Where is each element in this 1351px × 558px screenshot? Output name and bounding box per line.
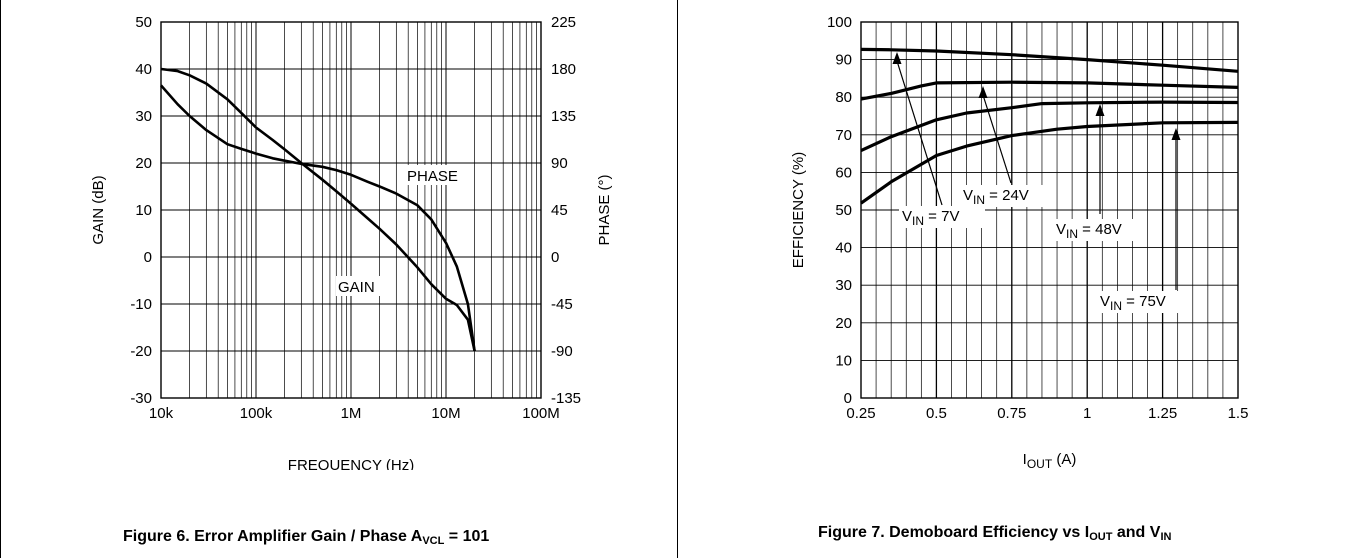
y-tick-label: -10 [130,296,152,313]
x-tick-label: 1.25 [1148,405,1177,422]
figure-7-title-mid: and V [1112,524,1161,541]
y-tick-label: 0 [144,249,152,266]
y-right-tick-label: 0 [551,249,559,266]
y-tick-label: 100 [827,14,852,31]
x-tick-label: 1 [1083,405,1091,422]
phase-curve-label: PHASE [407,168,458,185]
phase-curve [160,67,476,352]
y-tick-label: 20 [135,155,152,172]
figure-7-caption: Figure 7. Demoboard Efficiency vs IOUT a… [818,524,1171,543]
gain-label-bg [336,276,388,296]
y-tick-label: 30 [835,277,852,294]
y-tick-label: 30 [135,108,152,125]
y-tick-label: 80 [835,89,852,106]
annotation-arrow-head [1095,104,1105,116]
plot-frame [860,21,1239,399]
y-axis-label: GAIN (dB) [90,175,107,244]
figure-6-caption: Figure 6. Error Amplifier Gain / Phase A… [123,528,489,547]
efficiency-curve-3 [860,120,1239,205]
y-tick-label: 40 [835,240,852,257]
figure-7-title-sub2: IN [1160,531,1172,543]
gain-curve [160,84,476,352]
efficiency-curve-1 [860,80,1239,101]
gain-curve-label: GAIN [338,279,375,296]
y-right-tick-label: 135 [551,108,576,125]
x-tick-label: 100k [240,405,273,422]
figure-6-title-sub: VCL [422,535,445,547]
y-right-tick-label: 45 [551,202,568,219]
x-tick-label: 0.75 [997,405,1026,422]
y-right-tick-label: -45 [551,296,573,313]
annotation-arrow-head [892,52,902,64]
y-tick-label: 10 [835,352,852,369]
y-tick-label: 20 [835,315,852,332]
gain-phase-grid [161,22,541,398]
y-tick-label: -30 [130,390,152,407]
figure-6-title: Figure 6. Error Amplifier Gain / Phase A [123,528,423,545]
x-tick-label: 10k [149,405,174,422]
x-axis-label: IOUT (A) [1023,451,1077,471]
annotation-arrow-head [978,86,988,98]
y-right-tick-label: 225 [551,14,576,31]
y-tick-label: 50 [835,202,852,219]
figure-7-title-sub: OUT [1089,531,1113,543]
x-tick-label: 1.5 [1228,405,1249,422]
series-label: VIN = 7V [902,208,959,228]
phase-label-bg [405,165,473,185]
series-label-bg [1097,291,1183,313]
figure-6-panel: 10k 100k 1M 10M 100M 50 40 30 20 10 0 -10 -20 -30 225 1… [0,0,678,558]
x-axis-label: FREQUENCY (Hz) [288,457,414,470]
figure-6-title-tail: = 101 [444,528,490,545]
x-tick-label: 0.5 [926,405,947,422]
efficiency-curve-0 [860,47,1239,73]
x-tick-label: 100M [522,405,560,422]
gain-phase-chart: 10k 100k 1M 10M 100M 50 40 30 20 10 0 -10 -20 -30 225 1… [90,14,613,470]
annotation-arrow-line [982,94,1012,184]
x-tick-label: 10M [431,405,460,422]
annotation-arrow-head [1171,128,1181,140]
annotation-arrow-line [896,60,943,206]
y-tick-label: 50 [135,14,152,31]
series-label: VIN = 24V [963,187,1029,207]
y-tick-label: 60 [835,164,852,181]
plot-frame [160,21,542,399]
efficiency-chart: 0.25 0.5 0.75 1 1.25 1.5100908070605040302010… [790,14,1249,471]
series-label-bg [899,206,985,228]
series-label: VIN = 75V [1100,293,1166,313]
y-right-tick-label: 90 [551,155,568,172]
y-right-tick-label: 180 [551,61,576,78]
efficiency-curve-2 [860,100,1239,153]
series-label: VIN = 48V [1056,221,1122,241]
y-axis-label: EFFICIENCY (%) [790,152,807,268]
y-tick-label: 40 [135,61,152,78]
y-tick-label: -20 [130,343,152,360]
y-right-axis-label: PHASE (°) [596,174,613,245]
y-tick-label: 0 [844,390,852,407]
x-tick-label: 0.25 [846,405,875,422]
y-tick-label: 90 [835,52,852,69]
figure-7-panel: 0.25 0.5 0.75 1 1.25 1.5 100 90 80 70 60 50 40 30 20 10… [678,0,1351,558]
x-tick-label: 1M [341,405,362,422]
series-label-bg [960,185,1046,207]
figure-7-title: Figure 7. Demoboard Efficiency vs I [818,524,1090,541]
y-right-tick-label: -135 [551,390,581,407]
y-tick-label: 10 [135,202,152,219]
y-tick-label: 70 [835,127,852,144]
series-label-bg [1053,219,1139,241]
y-right-tick-label: -90 [551,343,573,360]
